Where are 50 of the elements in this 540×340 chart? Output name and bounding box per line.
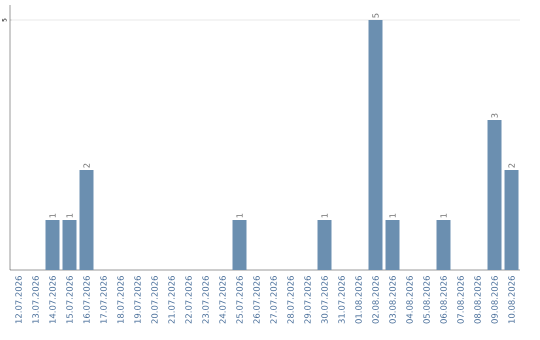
x-tick-label: 25.07.2026 (236, 276, 243, 324)
bar (46, 220, 60, 270)
x-tick-label: 08.08.2026 (474, 276, 481, 324)
x-tick-label: 16.07.2026 (83, 276, 90, 324)
x-tick-label: 27.07.2026 (270, 276, 277, 324)
bar (318, 220, 332, 270)
x-tick-label: 03.08.2026 (389, 276, 396, 324)
x-tick-label: 28.07.2026 (287, 276, 294, 324)
x-tick-label: 12.07.2026 (15, 276, 22, 324)
data-label: 1 (66, 214, 73, 218)
bar (232, 220, 247, 270)
data-label: 2 (83, 164, 90, 168)
x-tick-label: 31.07.2026 (338, 276, 345, 324)
data-label: 5 (372, 14, 379, 18)
x-tick-label: 18.07.2026 (117, 276, 124, 324)
x-tick-label: 22.07.2026 (185, 276, 192, 324)
x-tick-label: 06.08.2026 (440, 276, 447, 324)
x-tick-label: 26.07.2026 (253, 276, 260, 324)
bar (368, 20, 383, 270)
data-label: 2 (508, 164, 515, 168)
data-label: 1 (49, 214, 56, 218)
x-tick-label: 10.08.2026 (508, 276, 515, 324)
x-tick-label: 30.07.2026 (321, 276, 328, 324)
x-tick-label: 29.07.2026 (304, 276, 311, 324)
data-label: 3 (491, 114, 498, 118)
x-tick-label: 05.08.2026 (423, 276, 430, 324)
data-label: 1 (389, 214, 396, 218)
x-tick-label: 17.07.2026 (100, 276, 107, 324)
bar (436, 220, 451, 270)
x-tick-label: 23.07.2026 (202, 276, 209, 324)
bar (488, 120, 502, 270)
x-tick-label: 21.07.2026 (168, 276, 175, 324)
x-tick-label: 20.07.2026 (151, 276, 158, 324)
data-label: 1 (236, 214, 243, 218)
bar (504, 170, 519, 270)
data-label: 1 (321, 214, 328, 218)
data-label: 1 (440, 214, 447, 218)
x-tick-label: 09.08.2026 (491, 276, 498, 324)
x-tick-label: 24.07.2026 (219, 276, 226, 324)
x-tick-label: 19.07.2026 (134, 276, 141, 324)
x-tick-label: 07.08.2026 (457, 276, 464, 324)
bar (80, 170, 94, 270)
x-tick-label: 01.08.2026 (355, 276, 362, 324)
x-tick-label: 15.07.2026 (66, 276, 73, 324)
x-tick-label: 13.07.2026 (32, 276, 39, 324)
bar (386, 220, 400, 270)
x-tick-label: 04.08.2026 (406, 276, 413, 324)
x-tick-label: 02.08.2026 (372, 276, 379, 324)
x-tick-label: 14.07.2026 (49, 276, 56, 324)
bar (62, 220, 76, 270)
